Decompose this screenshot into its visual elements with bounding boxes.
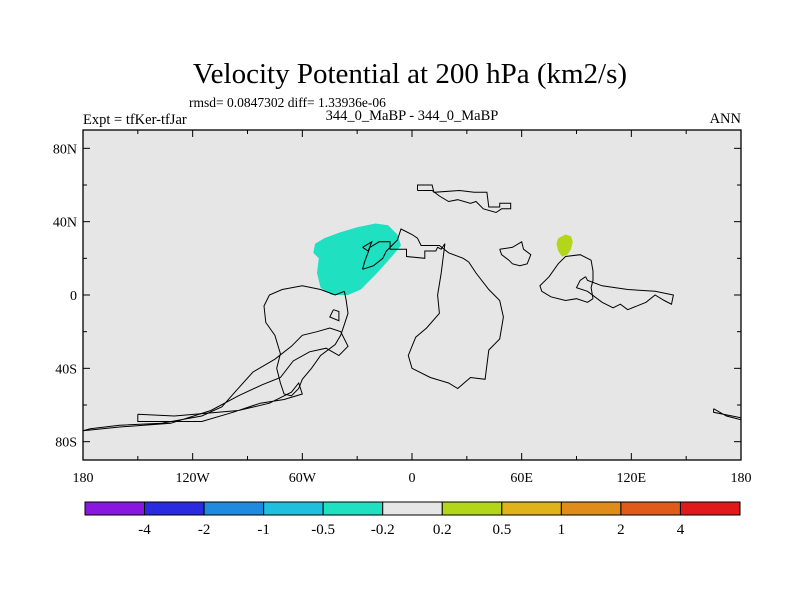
y-tick-label: 80N [53,142,77,157]
coastline-7 [575,276,674,311]
colorbar-swatch [560,501,622,516]
stats-label: rmsd= 0.0847302 diff= 1.33936e-06 [189,95,386,110]
coastline-10 [82,327,349,432]
coastline-2 [362,228,504,390]
y-tick-label: 0 [70,289,77,304]
coastline-9 [137,381,303,422]
colorbar-label: -0.5 [311,522,335,538]
colorbar-swatch [322,501,384,516]
x-tick-label: 180 [731,471,752,486]
x-tick-label: 120W [176,471,211,486]
coastline-11 [539,254,594,303]
colorbar-label: 0.5 [492,522,511,538]
colorbar-swatch [382,501,443,516]
colorbar-label: 4 [677,522,685,538]
y-tick-label: 40N [53,216,77,231]
x-tick-label: 60E [510,471,533,486]
chart-title: Velocity Potential at 200 hPa (km2/s) [193,58,627,90]
map-plot-area [82,129,742,461]
coastline-6 [362,240,373,252]
colorbar-label: 0.2 [433,522,452,538]
season-label: ANN [710,111,742,127]
y-tick-label: 40S [55,362,77,377]
colorbar-swatch [620,501,681,516]
x-tick-label: 0 [409,471,416,486]
colorbar-label: -0.2 [371,522,395,538]
x-tick-label: 60W [289,471,317,486]
colorbar-label: 2 [617,522,625,538]
colorbar-label: -2 [198,522,211,538]
case-label: 344_0_MaBP - 344_0_MaBP [326,108,499,124]
coastline-3 [499,241,532,267]
map-axes: 180 120W 60W 0 60E 120E 180 80N 40N 0 40S 80S [53,130,752,486]
anomaly-region-2 [556,234,573,257]
colorbar-swatch [263,501,324,516]
y-tick-label: 80S [55,436,77,451]
colorbar-label: -4 [138,522,151,538]
colorbar-swatch [84,501,146,516]
colorbar: -4 -2 -1 -0.5 -0.2 0.2 0.5 1 2 4 [84,501,741,538]
colorbar-swatch [144,501,205,516]
x-tick-label: 180 [73,471,94,486]
coastline-1 [417,184,512,214]
colorbar-swatch [501,501,562,516]
coastline-5 [329,309,340,322]
colorbar-label: 1 [558,522,566,538]
x-tick-label: 120E [617,471,647,486]
colorbar-swatch [203,501,265,516]
colorbar-swatch [679,501,741,516]
expt-label: Expt = tfKer-tfJar [83,112,187,128]
colorbar-label: -1 [257,522,270,538]
map-background [83,130,741,460]
colorbar-swatch [441,501,503,516]
